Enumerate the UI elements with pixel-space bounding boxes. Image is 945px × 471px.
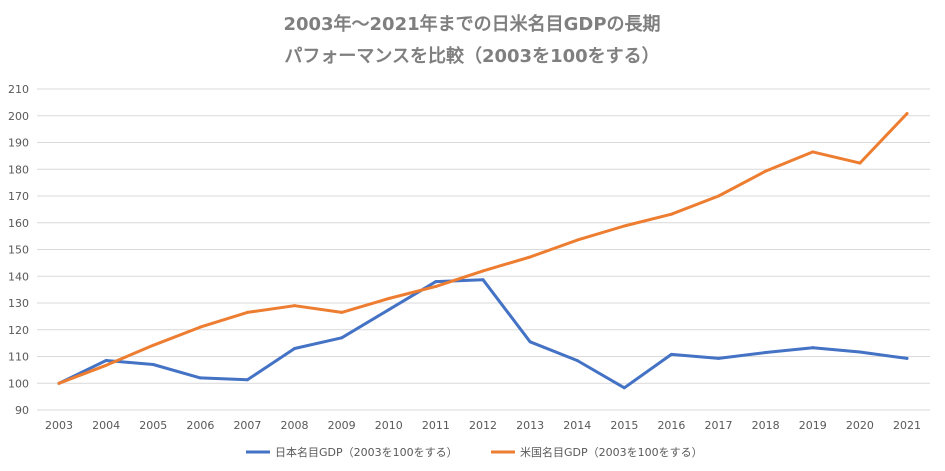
data-point: [717, 356, 721, 360]
data-point: [104, 363, 108, 367]
data-point: [811, 150, 815, 154]
series-1: [57, 278, 909, 390]
x-tick-label: 2009: [328, 419, 356, 432]
y-tick-label: 210: [8, 83, 29, 96]
data-point: [293, 304, 297, 308]
y-tick-label: 120: [8, 324, 29, 337]
data-point: [245, 378, 249, 382]
series-lines: [57, 112, 909, 390]
x-tick-label: 2020: [846, 419, 874, 432]
data-point: [151, 363, 155, 367]
chart-title: 2003年～2021年までの日米名目GDPの長期: [283, 13, 660, 35]
data-point: [151, 343, 155, 347]
x-tick-label: 2010: [375, 419, 403, 432]
data-point: [575, 359, 579, 363]
x-tick-label: 2007: [233, 419, 261, 432]
data-point: [104, 359, 108, 363]
y-tick-label: 160: [8, 217, 29, 230]
data-point: [198, 376, 202, 380]
legend-label: 日本名目GDP（2003を100をする）: [275, 445, 458, 459]
data-point: [528, 255, 532, 259]
data-point: [387, 308, 391, 312]
y-tick-label: 190: [8, 137, 29, 150]
series-line-2: [57, 112, 909, 385]
x-tick-label: 2015: [610, 419, 638, 432]
x-tick-label: 2013: [516, 419, 544, 432]
data-point: [575, 238, 579, 242]
data-point: [622, 386, 626, 390]
data-point: [905, 112, 909, 116]
data-point: [340, 310, 344, 314]
y-tick-label: 140: [8, 270, 29, 283]
data-point: [481, 269, 485, 273]
x-tick-label: 2006: [186, 419, 214, 432]
x-tick-label: 2017: [705, 419, 733, 432]
chart-subtitle: パフォーマンスを比較（2003を100をする）: [284, 45, 659, 67]
data-point: [811, 346, 815, 350]
y-tick-label: 130: [8, 297, 29, 310]
x-tick-label: 2003: [45, 419, 73, 432]
series-2: [57, 112, 909, 385]
data-point: [717, 194, 721, 198]
y-tick-label: 170: [8, 190, 29, 203]
data-point: [57, 381, 61, 385]
x-axis-ticks: 2003 2004 2005 2006 2007 2008 2009 2010 2011 2012…: [45, 419, 921, 432]
data-point: [764, 169, 768, 173]
x-tick-label: 2005: [139, 419, 167, 432]
data-point: [858, 350, 862, 354]
data-point: [245, 310, 249, 314]
x-tick-label: 2018: [752, 419, 780, 432]
y-tick-label: 150: [8, 244, 29, 257]
data-point: [858, 161, 862, 165]
data-point: [669, 212, 673, 216]
data-point: [764, 350, 768, 354]
data-point: [481, 278, 485, 282]
x-tick-label: 2021: [893, 419, 921, 432]
legend-label: 米国名目GDP（2003を100をする）: [520, 445, 703, 459]
data-point: [434, 284, 438, 288]
x-tick-label: 2012: [469, 419, 497, 432]
x-tick-label: 2004: [92, 419, 120, 432]
y-tick-label: 200: [8, 110, 29, 123]
x-tick-label: 2008: [281, 419, 309, 432]
data-point: [669, 352, 673, 356]
data-point: [905, 356, 909, 360]
y-tick-label: 180: [8, 163, 29, 176]
data-point: [434, 280, 438, 284]
y-tick-label: 90: [15, 404, 29, 417]
x-tick-label: 2019: [799, 419, 827, 432]
x-tick-label: 2011: [422, 419, 450, 432]
data-point: [198, 325, 202, 329]
gridlines: [37, 88, 930, 411]
data-point: [622, 224, 626, 228]
x-tick-label: 2016: [657, 419, 685, 432]
data-point: [528, 340, 532, 344]
data-point: [340, 336, 344, 340]
data-point: [387, 296, 391, 300]
y-axis-ticks: 90 100 110 120 130 140 150 160 170 180 190 200 210: [8, 83, 29, 417]
x-tick-label: 2014: [563, 419, 591, 432]
y-tick-label: 110: [8, 351, 29, 364]
data-point: [293, 346, 297, 350]
y-tick-label: 100: [8, 377, 29, 390]
legend: 日本名目GDP（2003を100をする） 米国名目GDP（2003を100をする）: [246, 445, 703, 459]
